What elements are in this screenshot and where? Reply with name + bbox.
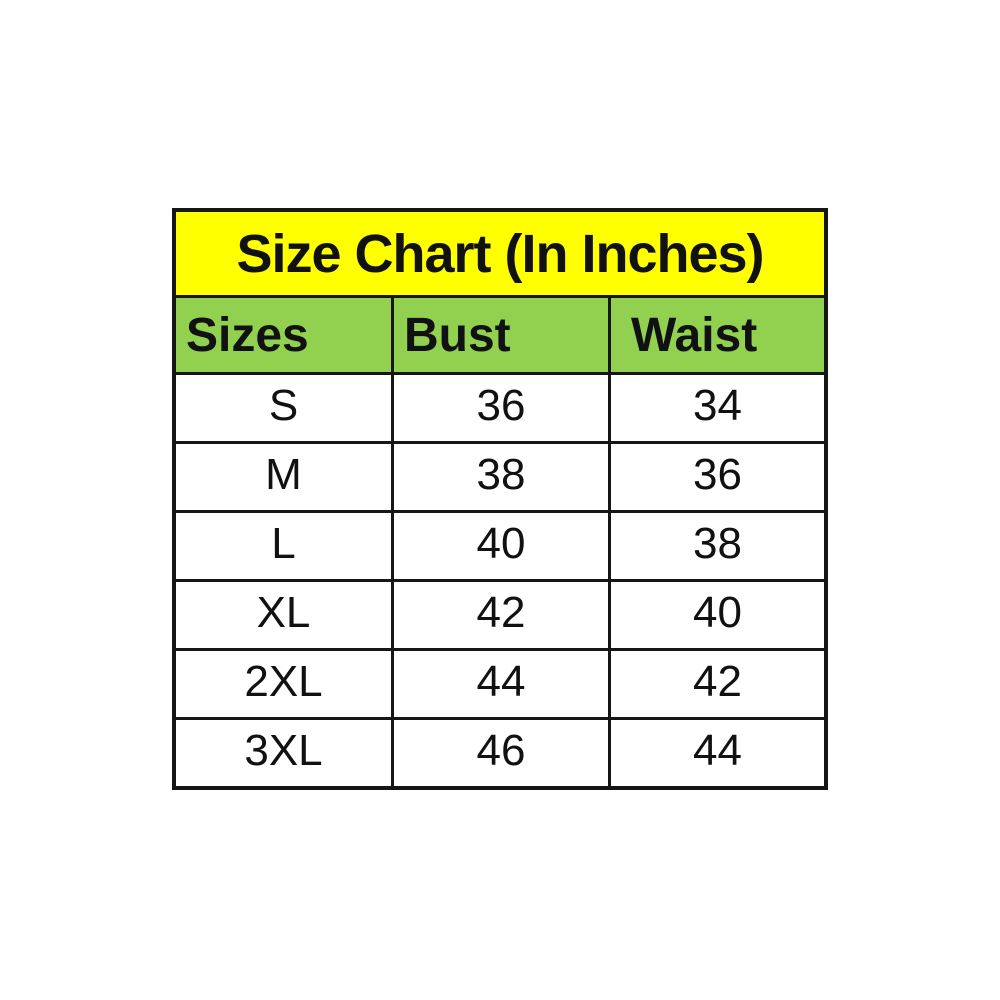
table-row-2xl: 2XL 44 42 [176, 648, 824, 717]
size-cell: 3XL [244, 726, 323, 775]
bust-cell: 36 [391, 375, 608, 441]
header-cell-bust: Bust [391, 298, 608, 372]
waist-cell: 40 [608, 582, 824, 648]
header-cell-sizes: Sizes [186, 308, 309, 362]
waist-cell: 42 [608, 651, 824, 717]
size-cell: XL [256, 588, 311, 637]
waist-cell: 36 [608, 444, 824, 510]
bust-cell: 38 [391, 444, 608, 510]
waist-cell: 38 [608, 513, 824, 579]
table-row-m: M 38 36 [176, 441, 824, 510]
header-cell-waist: Waist [608, 298, 824, 372]
table-row-s: S 36 34 [176, 372, 824, 441]
size-cell: M [265, 450, 302, 499]
bust-cell: 46 [391, 720, 608, 786]
table-row-l: L 40 38 [176, 510, 824, 579]
table-row-3xl: 3XL 46 44 [176, 717, 824, 786]
table-row-xl: XL 42 40 [176, 579, 824, 648]
size-chart-table: Size Chart (In Inches) Sizes Bust Waist … [172, 208, 828, 790]
bust-cell: 40 [391, 513, 608, 579]
size-cell: L [271, 519, 296, 568]
table-header-row: Sizes Bust Waist [176, 295, 824, 372]
waist-cell: 34 [608, 375, 824, 441]
bust-cell: 44 [391, 651, 608, 717]
table-title-band: Size Chart (In Inches) [176, 212, 824, 295]
table-title: Size Chart (In Inches) [236, 223, 764, 284]
bust-cell: 42 [391, 582, 608, 648]
size-cell: S [268, 381, 299, 430]
size-cell: 2XL [244, 657, 323, 706]
waist-cell: 44 [608, 720, 824, 786]
